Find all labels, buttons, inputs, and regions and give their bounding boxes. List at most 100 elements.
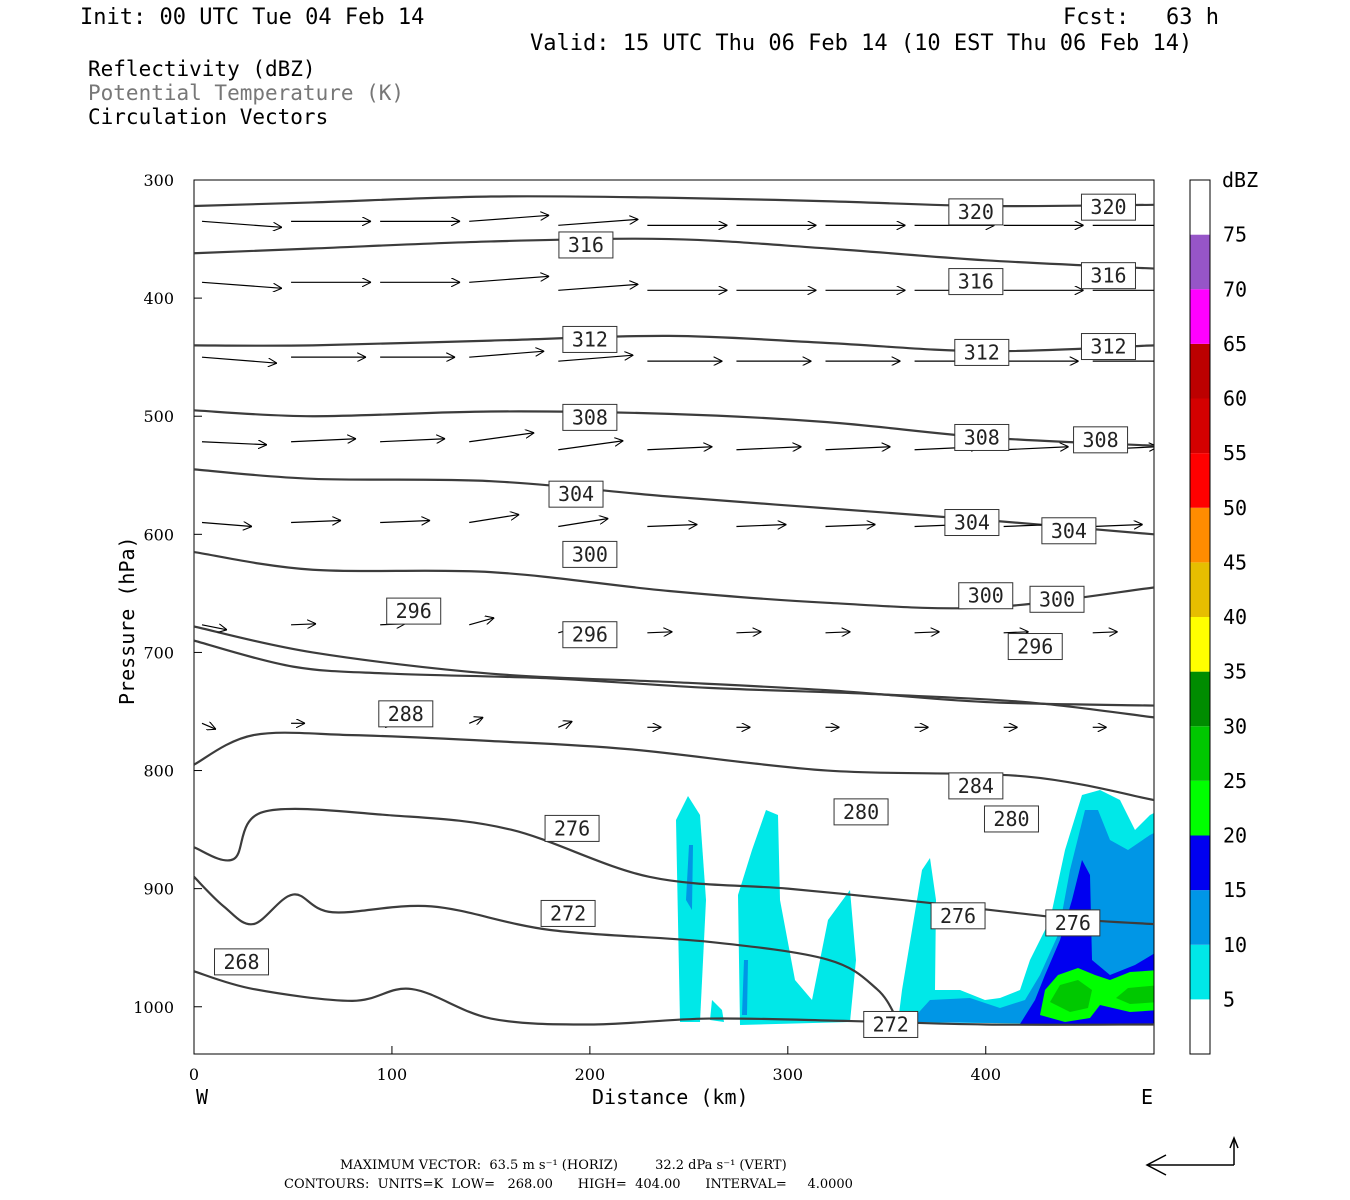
circulation-vector [558, 519, 608, 528]
theta-contour-label: 312 [1080, 333, 1136, 361]
svg-text:296: 296 [572, 623, 608, 647]
colorbar-level-label: 55 [1223, 441, 1247, 465]
colorbar-level-label: 20 [1223, 824, 1247, 848]
svg-text:308: 308 [964, 425, 1000, 449]
theta-contour-label: 272 [863, 1010, 919, 1038]
circulation-vector [825, 447, 891, 450]
theta-contour-line [194, 237, 1154, 270]
y-axis: 300 400 500 600 700 800 900 1000 [133, 171, 202, 1017]
theta-contour-label: 300 [958, 582, 1014, 610]
theta-contour-line [194, 639, 1154, 719]
colorbar-swatch [1190, 453, 1210, 508]
x-tick-label: 200 [575, 1065, 606, 1084]
reflectivity-colorbar: 5 10 15 20 25 30 35 40 45 50 55 60 65 70 75 [1189, 179, 1247, 1055]
circulation-vector [647, 632, 672, 633]
y-tick-label: 600 [143, 525, 174, 544]
colorbar-swatch [1190, 726, 1210, 781]
reflectivity-field [676, 790, 1154, 1025]
circulation-vector [469, 215, 549, 222]
colorbar-title: dBZ [1222, 168, 1258, 192]
colorbar-level-label: 10 [1223, 933, 1247, 957]
svg-text:280: 280 [843, 800, 879, 824]
circulation-vector [1003, 632, 1029, 633]
circulation-vector [201, 281, 282, 288]
colorbar-swatch [1190, 780, 1210, 836]
circulation-vector [558, 284, 638, 291]
svg-text:304: 304 [954, 511, 990, 535]
svg-text:288: 288 [388, 702, 424, 726]
theta-contour-label: 288 [378, 700, 434, 728]
svg-text:296: 296 [1017, 635, 1053, 659]
colorbar-swatch [1190, 180, 1210, 235]
svg-text:316: 316 [1090, 264, 1126, 288]
y-tick-label: 400 [143, 289, 174, 308]
east-label: E [1141, 1085, 1153, 1109]
colorbar-level-label: 30 [1223, 714, 1247, 738]
colorbar-swatch [1190, 944, 1210, 1000]
x-axis: 0 100 200 300 400 [189, 1046, 1001, 1084]
colorbar-level-label: 45 [1223, 550, 1247, 574]
y-tick-label: 1000 [133, 998, 174, 1017]
theta-contour-label: 308 [562, 403, 618, 431]
colorbar-level-label: 35 [1223, 660, 1247, 684]
theta-contour-label: 304 [1041, 517, 1097, 545]
svg-text:296: 296 [396, 599, 432, 623]
theta-contour-label: 272 [540, 899, 596, 927]
svg-text:304: 304 [558, 482, 594, 506]
colorbar-swatch [1190, 507, 1210, 563]
theta-contour-line [194, 807, 1154, 926]
circulation-vector [825, 632, 851, 633]
circulation-vector [736, 447, 801, 450]
svg-text:300: 300 [572, 542, 608, 566]
circulation-vector [201, 356, 277, 363]
svg-text:276: 276 [554, 816, 590, 840]
colorbar-swatch [1190, 562, 1210, 617]
x-tick-label: 0 [189, 1065, 199, 1084]
circulation-vector [558, 355, 633, 362]
contour-info-note: CONTOURS: UNITS=K LOW= 268.00 HIGH= 404.… [284, 1177, 853, 1192]
field-theta: Potential Temperature (K) [88, 81, 405, 105]
colorbar-level-label: 40 [1223, 605, 1247, 629]
svg-text:304: 304 [1051, 519, 1087, 543]
y-tick-label: 700 [143, 643, 174, 662]
theta-contour-label: 312 [954, 338, 1010, 366]
colorbar-level-label: 65 [1223, 332, 1247, 356]
theta-contour-label: 276 [1045, 909, 1101, 937]
svg-text:312: 312 [572, 327, 608, 351]
y-tick-label: 500 [143, 407, 174, 426]
circulation-vector [469, 276, 549, 283]
theta-contour-label: 300 [1029, 585, 1085, 613]
theta-contour-label: 320 [1080, 193, 1136, 221]
svg-text:316: 316 [568, 233, 604, 257]
theta-contour-label: 320 [948, 198, 1004, 226]
theta-contour-line [194, 334, 1154, 353]
theta-contour-label: 280 [983, 805, 1039, 833]
max-vector-note: MAXIMUM VECTOR: 63.5 m s⁻¹ (HORIZ) 32.2 … [340, 1158, 787, 1173]
colorbar-level-label: 5 [1223, 987, 1235, 1011]
svg-text:312: 312 [964, 340, 1000, 364]
x-tick-label: 400 [970, 1065, 1001, 1084]
circulation-vector [558, 721, 572, 727]
x-axis-label: Distance (km) [592, 1085, 749, 1109]
theta-contour-label: 308 [1073, 426, 1129, 454]
theta-contour-label: 316 [558, 231, 614, 259]
theta-contour-line [194, 195, 1154, 208]
init-time: Init: 00 UTC Tue 04 Feb 14 [80, 5, 425, 30]
valid-time: Valid: 15 UTC Thu 06 Feb 14 (10 EST Thu … [530, 31, 1193, 56]
svg-text:280: 280 [993, 807, 1029, 831]
theta-contour-line [194, 409, 1154, 447]
svg-text:300: 300 [1039, 587, 1075, 611]
theta-contour-label: 276 [544, 814, 600, 842]
forecast-hour: 63 h [1166, 5, 1219, 30]
theta-contour-label: 316 [948, 268, 1004, 296]
svg-text:276: 276 [1055, 911, 1091, 935]
colorbar-swatch [1190, 835, 1210, 891]
circulation-vector [914, 632, 940, 633]
x-tick-label: 100 [377, 1065, 408, 1084]
theta-contour-label: 268 [214, 948, 270, 976]
circulation-vector [647, 525, 697, 527]
circulation-vector [558, 441, 623, 451]
colorbar-swatch [1190, 890, 1210, 945]
circulation-vector [469, 618, 494, 626]
circulation-vector [558, 219, 638, 226]
